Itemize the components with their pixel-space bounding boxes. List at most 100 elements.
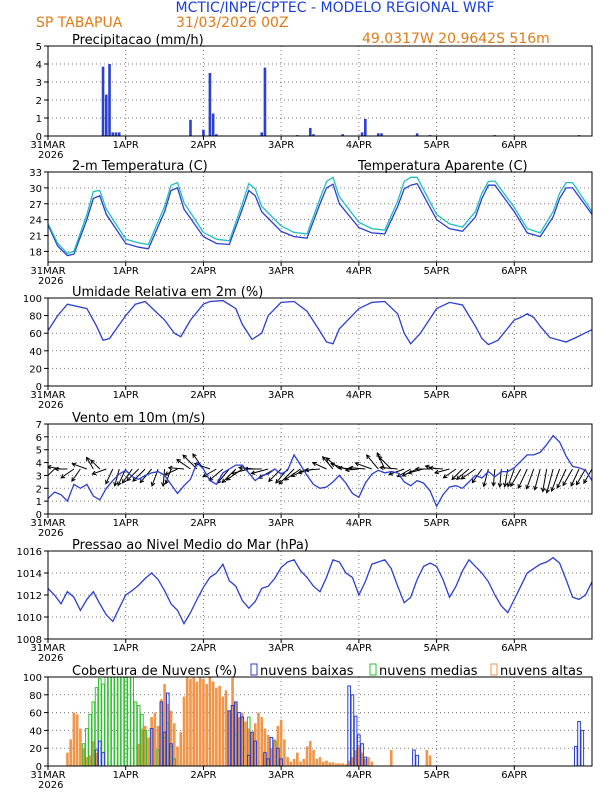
wind-arrow-head: [510, 482, 515, 488]
wind-arrow-shaft: [217, 468, 230, 484]
wind-arrow-head: [460, 475, 466, 480]
panel-frame: [47, 423, 593, 515]
legend-swatch: [250, 663, 258, 676]
cloud-bar-nuvens-altas: [260, 717, 264, 766]
wind-arrow-shaft: [388, 468, 405, 475]
precip-bar: [308, 127, 312, 136]
wind-arrow-head: [377, 455, 383, 461]
wind-arrow-shaft: [510, 468, 522, 487]
legend-label: nuvens medias: [379, 664, 478, 679]
wind-arrow-shaft: [434, 468, 450, 474]
cloud-bar-nuvens-altas: [69, 739, 72, 766]
y-tick-label: 60: [29, 329, 42, 340]
cloud-bar-nuvens-altas: [328, 762, 332, 766]
cloud-bar-nuvens-altas: [66, 752, 69, 766]
y-tick-label: 100: [23, 673, 42, 684]
wind-arrow-head: [354, 461, 360, 467]
x-tick-label: 5APR: [423, 390, 449, 401]
wind-arrow-head: [221, 478, 227, 484]
precip-bar: [260, 132, 264, 136]
wind-arrow-shaft: [48, 468, 55, 477]
cloud-bar-nuvens-medias: [97, 678, 102, 766]
cloud-bar-nuvens-altas: [266, 734, 270, 766]
cloud-bar-nuvens-altas: [360, 752, 364, 766]
wind-arrow-head: [428, 465, 434, 471]
wind-arrow-head: [161, 482, 166, 488]
wind-arrow-shaft: [366, 454, 379, 470]
cloud-bar-nuvens-altas: [182, 696, 186, 766]
wind-arrow-shaft: [92, 468, 107, 475]
wind-arrow-shaft: [451, 468, 463, 480]
cloud-bar-nuvens-baixas: [169, 743, 173, 766]
cloud-bar-nuvens-baixas: [101, 752, 105, 766]
x-tick-label: 3APR: [268, 643, 294, 654]
cloud-bar-nuvens-altas: [331, 762, 335, 766]
cloud-bar-nuvens-altas: [176, 746, 179, 766]
wind-arrow-shaft: [48, 469, 49, 471]
wind-arrow-shaft: [105, 468, 114, 484]
y-tick-label: 6: [36, 433, 42, 444]
x-tick-label: 6APR: [501, 518, 527, 529]
cloud-bar-nuvens-altas: [351, 757, 354, 766]
wind-arrow-head: [365, 454, 371, 460]
cloud-bar-nuvens-baixas: [269, 737, 274, 766]
cloud-bar-nuvens-altas: [185, 677, 189, 766]
cloud-bar-nuvens-altas: [189, 678, 192, 766]
series-line-1: [48, 182, 592, 257]
cloud-bar-nuvens-altas: [202, 678, 205, 766]
series-line-1: [48, 556, 592, 625]
wind-arrow-head: [502, 482, 508, 488]
wind-arrow-shaft: [162, 468, 166, 487]
cloud-bar-nuvens-altas: [228, 710, 231, 766]
panel-title: Umidade Relativa em 2m (%): [72, 285, 263, 300]
cloud-bar-nuvens-altas: [195, 681, 199, 766]
wind-arrow-shaft: [202, 468, 217, 478]
precip-bar: [189, 119, 192, 136]
cloud-bar-nuvens-medias: [272, 740, 277, 766]
cloud-bar-nuvens-altas: [198, 677, 202, 766]
wind-arrow-head: [330, 462, 336, 467]
x-tick-label: 4APR: [346, 140, 372, 151]
y-tick-label: 4: [36, 459, 42, 470]
x-tick-label: 4APR: [346, 518, 372, 529]
cloud-bar-nuvens-altas: [279, 719, 283, 766]
wind-arrow-head: [556, 483, 561, 489]
wind-arrow-head: [451, 475, 456, 481]
wind-arrow-shaft: [546, 468, 554, 493]
y-tick-label: 24: [29, 216, 42, 227]
precip-bar: [108, 64, 111, 136]
x-tick-label: 31MAR: [30, 266, 65, 277]
precip-bar: [104, 94, 108, 136]
precip-bar: [312, 134, 315, 136]
precip-bar: [360, 132, 364, 136]
precip-bar: [380, 133, 383, 136]
cloud-bar-nuvens-altas: [150, 717, 153, 766]
precip-bar: [202, 129, 205, 136]
cloud-bar-nuvens-altas: [312, 749, 315, 766]
cloud-bar-nuvens-medias: [110, 677, 115, 766]
x-tick-label: 6APR: [501, 643, 527, 654]
wind-arrow-shaft: [86, 457, 94, 470]
panel-title: Vento em 10m (m/s): [72, 411, 205, 426]
wind-arrow-shaft: [305, 468, 321, 471]
cloud-bar-nuvens-altas: [296, 752, 299, 766]
wind-arrow-shaft: [456, 468, 470, 480]
plot-area: [48, 176, 592, 257]
cloud-bar-nuvens-altas: [231, 677, 234, 766]
wind-arrow-head: [550, 486, 555, 493]
x-tick-label: 5APR: [423, 518, 449, 529]
wind-arrow-shaft: [443, 468, 457, 479]
panel-frame: [47, 676, 593, 767]
cloud-bar-nuvens-altas: [341, 763, 344, 766]
cloud-bar-nuvens-altas: [302, 758, 306, 766]
cloud-bar-nuvens-altas: [192, 677, 196, 766]
cloud-bar-nuvens-altas: [208, 677, 212, 766]
precip-bar: [376, 133, 380, 136]
y-tick-label: 0: [36, 132, 42, 143]
cloud-bar-nuvens-altas: [166, 703, 170, 766]
